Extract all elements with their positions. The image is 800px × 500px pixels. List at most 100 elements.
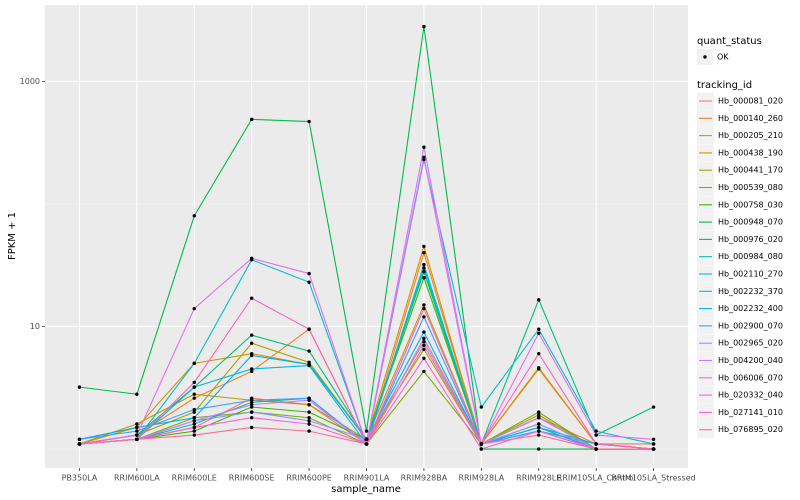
data-point <box>192 396 196 400</box>
data-point <box>249 369 254 374</box>
data-point <box>479 447 484 451</box>
data-point <box>135 437 139 442</box>
x-tick-label: RRIM928LE <box>516 474 561 483</box>
data-point <box>364 429 369 433</box>
legend-label: Hb_002965_020 <box>718 339 783 348</box>
data-point <box>307 327 311 331</box>
legend-label: Hb_002232_370 <box>718 287 783 296</box>
legend-label: Hb_000081_020 <box>718 97 783 106</box>
data-point <box>77 385 82 389</box>
data-point <box>192 214 196 218</box>
data-point <box>537 429 541 433</box>
legend-label: Hb_002232_400 <box>718 304 783 313</box>
data-point <box>192 392 196 396</box>
legend-label: Hb_004200_040 <box>718 356 783 365</box>
x-tick-label: RRIM901LA <box>344 474 390 483</box>
data-point <box>422 145 426 149</box>
data-point <box>422 369 426 374</box>
data-point <box>364 442 369 446</box>
data-point <box>249 296 254 300</box>
y-tick-label: 10 <box>30 322 40 331</box>
data-point <box>422 266 426 270</box>
data-point <box>307 119 311 124</box>
legend-title: quant_status <box>697 36 762 47</box>
data-point <box>537 447 541 451</box>
data-point <box>537 422 541 426</box>
legend-label: Hb_000976_020 <box>718 235 783 244</box>
data-point <box>651 437 656 442</box>
data-point <box>422 340 426 344</box>
data-point <box>249 117 254 122</box>
data-point <box>307 402 311 407</box>
data-point <box>307 271 311 276</box>
data-point <box>651 447 656 451</box>
data-point <box>422 262 426 267</box>
data-point <box>192 306 196 311</box>
data-point <box>249 410 254 414</box>
x-tick-label: RRIM928LA <box>458 474 504 483</box>
data-point <box>364 437 369 442</box>
x-tick-label: RRIM928BA <box>401 474 448 483</box>
x-tick-label: RRIM105LA_Control <box>557 474 636 483</box>
data-point <box>192 425 196 430</box>
data-point <box>192 416 196 420</box>
data-point <box>307 419 311 423</box>
data-point <box>249 416 254 420</box>
legend-point <box>703 55 707 59</box>
data-point <box>422 343 426 348</box>
data-point <box>249 341 254 345</box>
x-tick-label: RRIM600LE <box>172 474 217 483</box>
data-point <box>307 422 311 426</box>
data-point <box>192 410 196 414</box>
x-tick-label: RRIM600LA <box>114 474 160 483</box>
data-point <box>651 442 656 446</box>
grid <box>45 5 688 468</box>
data-point <box>192 422 196 426</box>
data-point <box>537 433 541 437</box>
data-point <box>192 433 196 437</box>
data-point <box>537 351 541 356</box>
data-point <box>192 380 196 385</box>
x-tick-label: RRIM105LA_Stressed <box>611 474 695 483</box>
data-point <box>537 327 541 331</box>
legend-label: Hb_000205_210 <box>718 131 783 140</box>
y-tick-label: 1000 <box>20 77 40 86</box>
data-point <box>537 331 541 335</box>
data-point <box>192 361 196 366</box>
data-point <box>77 437 82 442</box>
data-point <box>651 405 656 409</box>
data-point <box>537 366 541 370</box>
data-point <box>422 276 426 280</box>
data-point <box>422 347 426 352</box>
data-point <box>77 442 82 446</box>
data-point <box>135 422 139 426</box>
data-point <box>594 429 598 433</box>
data-point <box>422 303 426 307</box>
legend: quant_status OK tracking_id Hb_000081_020 Hb… <box>697 36 783 439</box>
data-point <box>594 433 598 437</box>
data-point <box>249 425 254 430</box>
data-point <box>192 429 196 433</box>
legend-label: Hb_000539_080 <box>718 183 783 192</box>
legend-label: OK <box>717 53 729 62</box>
plot-area <box>77 24 656 451</box>
data-point <box>307 362 311 367</box>
data-point <box>135 433 139 437</box>
legend-label: Hb_006006_070 <box>718 373 783 382</box>
data-point <box>192 385 196 389</box>
data-point <box>135 429 139 433</box>
legend-label: Hb_000948_070 <box>718 218 783 227</box>
data-point <box>249 367 254 371</box>
data-point <box>422 24 426 29</box>
legend-label: Hb_000438_190 <box>718 148 783 157</box>
legend-label: Hb_000758_030 <box>718 200 783 209</box>
data-point <box>537 416 541 420</box>
data-point <box>249 398 254 402</box>
legend-label: Hb_076895_020 <box>718 425 783 434</box>
data-point <box>307 280 311 284</box>
data-point <box>249 333 254 337</box>
legend-label: Hb_000140_260 <box>718 114 783 123</box>
data-point <box>307 410 311 414</box>
legend-label: Hb_002110_270 <box>718 270 783 279</box>
